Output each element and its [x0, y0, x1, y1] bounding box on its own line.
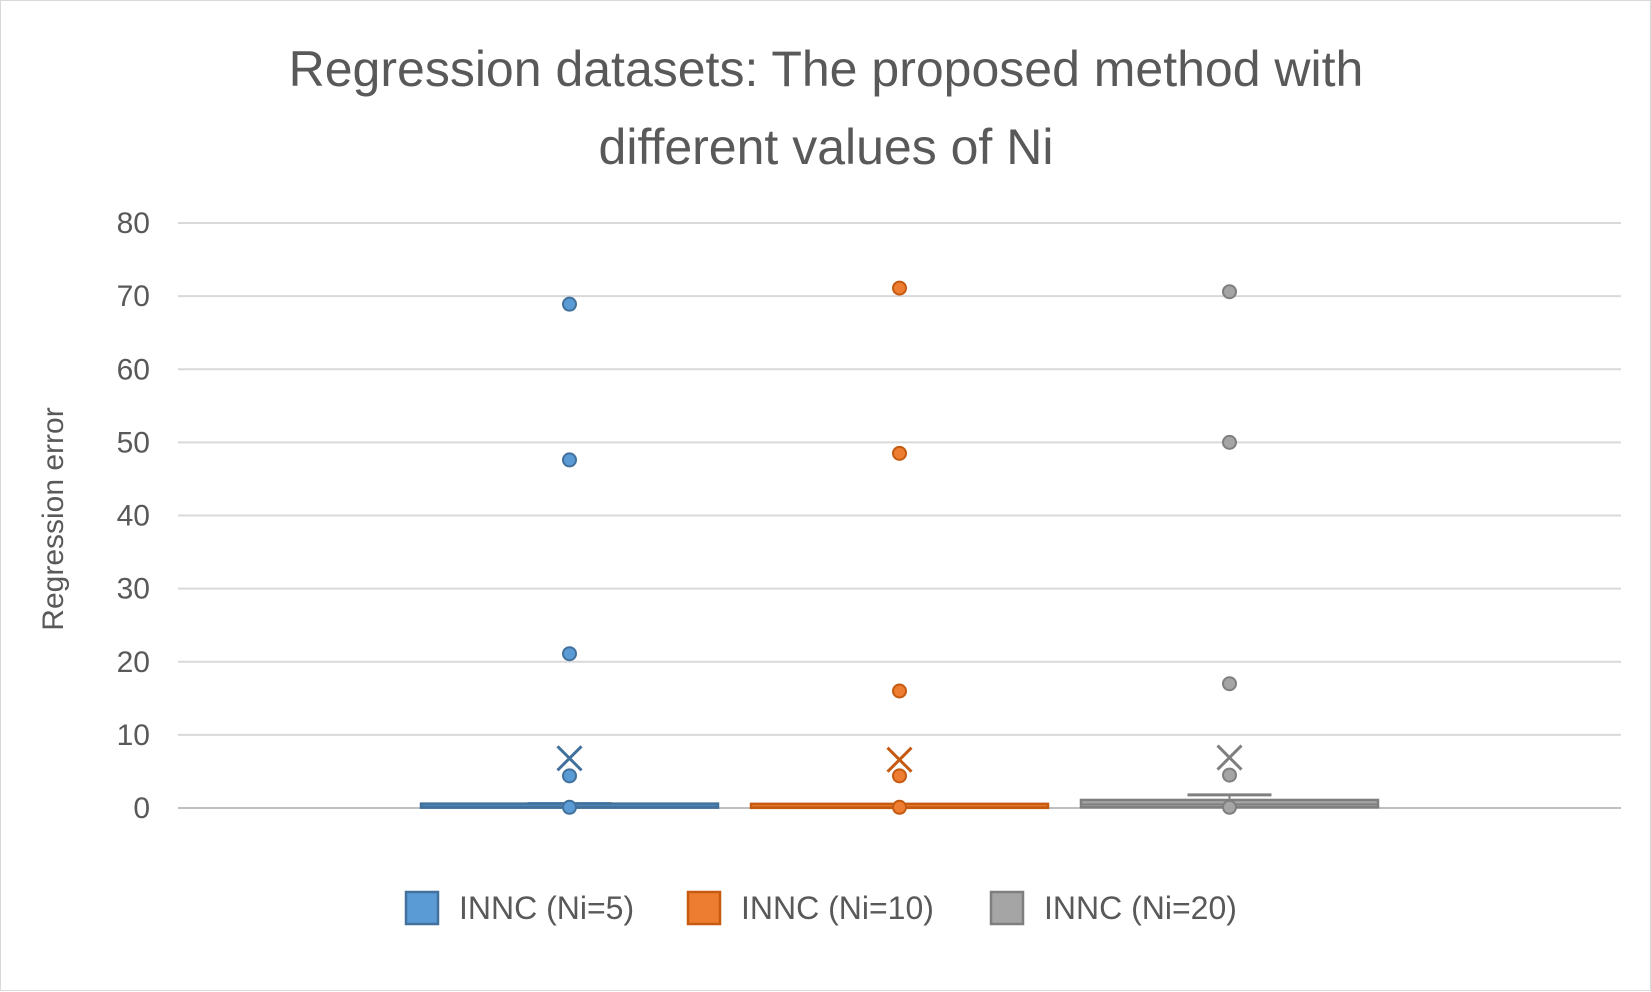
legend-swatch	[686, 890, 722, 926]
box-series-1	[419, 296, 720, 815]
y-tick-label-40: 40	[117, 500, 150, 533]
legend-label: INNC (Ni=10)	[741, 890, 934, 926]
y-tick-label-50: 50	[117, 426, 150, 459]
outlier-point-1	[562, 799, 577, 815]
mean-marker	[556, 745, 583, 772]
legend-item-3: INNC (Ni=20)	[989, 890, 1237, 926]
chart-title-line-1: Regression datasets: The proposed method…	[289, 41, 1364, 97]
y-tick-label-10: 10	[117, 719, 150, 752]
y-tick-label-70: 70	[117, 280, 150, 313]
legend-label: INNC (Ni=5)	[459, 890, 634, 926]
legend-swatch	[989, 890, 1025, 926]
legend-item-2: INNC (Ni=10)	[686, 890, 934, 926]
box-series-3	[1079, 284, 1380, 815]
y-axis-tick-labels: 0 10 20 30 40 50 60 70 80	[117, 207, 150, 825]
y-tick-label-0: 0	[133, 792, 150, 825]
outlier-point-3	[1222, 676, 1237, 692]
mean-marker	[886, 746, 913, 773]
y-tick-label-60: 60	[117, 353, 150, 386]
y-tick-label-30: 30	[117, 573, 150, 606]
y-tick-label-80: 80	[117, 207, 150, 240]
outlier-point-2	[1222, 767, 1237, 783]
legend-label: INNC (Ni=20)	[1044, 890, 1237, 926]
outlier-point-2	[562, 768, 577, 784]
box-series-group	[419, 280, 1380, 815]
outlier-point-5	[1222, 284, 1237, 300]
chart-title: Regression datasets: The proposed method…	[289, 41, 1364, 175]
outlier-point-5	[562, 296, 577, 312]
outlier-point-4	[892, 445, 907, 461]
outlier-point-4	[562, 452, 577, 468]
outlier-point-5	[892, 280, 907, 296]
gridlines	[178, 222, 1621, 809]
y-axis-label: Regression error	[37, 407, 70, 630]
mean-marker-stroke-b	[556, 745, 583, 772]
outlier-point-3	[562, 646, 577, 662]
mean-marker-stroke-b	[886, 746, 913, 773]
chart-title-line-2: different values of Ni	[599, 119, 1054, 175]
legend-swatch	[404, 890, 440, 926]
mean-marker	[1216, 744, 1243, 771]
outlier-point-2	[892, 768, 907, 784]
outlier-point-1	[892, 799, 907, 815]
legend: INNC (Ni=5) INNC (Ni=10) INNC (Ni=20)	[404, 890, 1237, 926]
outlier-point-3	[892, 683, 907, 699]
mean-marker-stroke-b	[1216, 744, 1243, 771]
outlier-point-4	[1222, 434, 1237, 450]
box-series-2	[749, 280, 1050, 815]
legend-item-1: INNC (Ni=5)	[404, 890, 634, 926]
y-tick-label-20: 20	[117, 646, 150, 679]
outlier-point-1	[1222, 799, 1237, 815]
